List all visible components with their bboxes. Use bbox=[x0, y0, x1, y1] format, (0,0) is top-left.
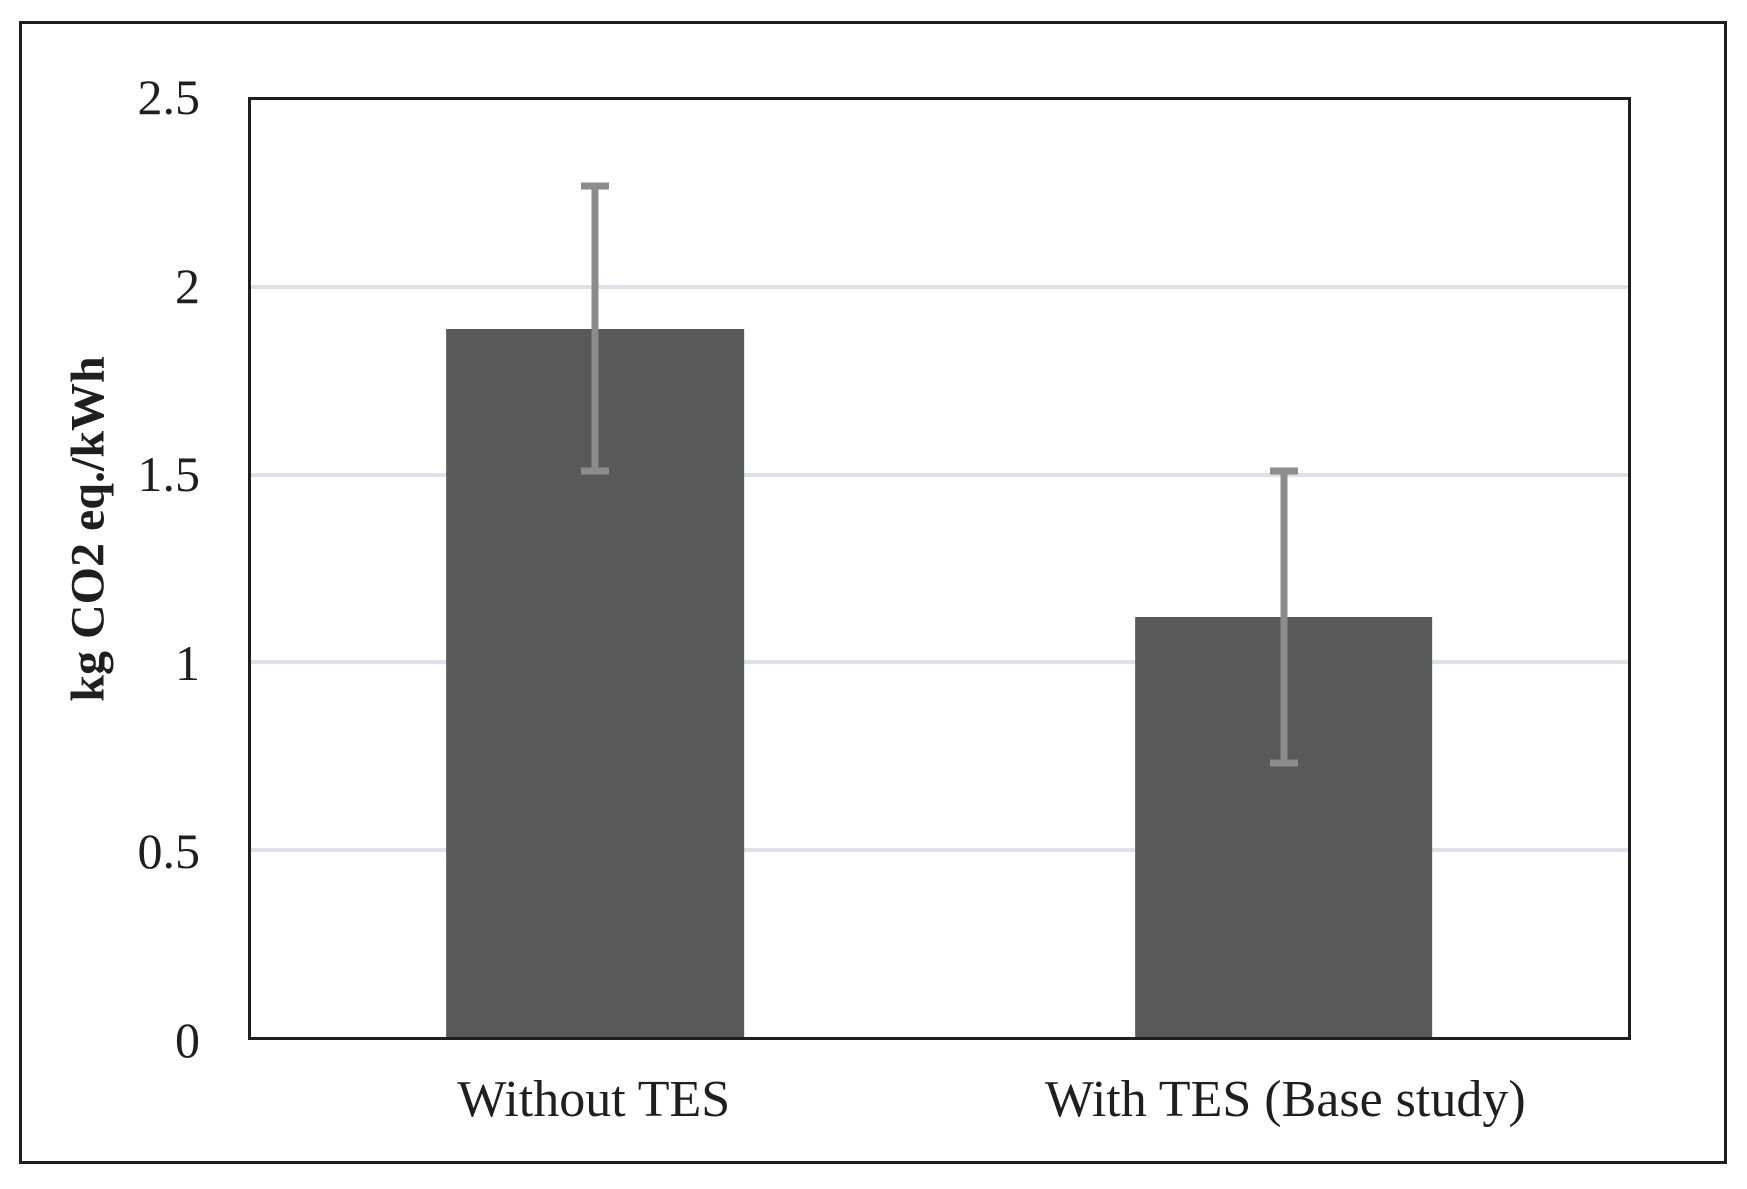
error-bar-line bbox=[591, 186, 599, 472]
gridline bbox=[251, 472, 1628, 477]
x-axis-labels: Without TES With TES (Base study) bbox=[248, 1040, 1631, 1160]
y-tick-label: 2 bbox=[175, 257, 200, 314]
y-tick-label: 0 bbox=[175, 1012, 200, 1068]
error-bar-cap-bottom bbox=[581, 467, 610, 475]
error-bar-cap-top bbox=[1269, 467, 1298, 475]
gridline bbox=[251, 285, 1628, 290]
error-bar-cap-top bbox=[581, 182, 610, 190]
x-category-label: Without TES bbox=[457, 1071, 731, 1128]
plot-area bbox=[248, 97, 1631, 1040]
y-tick-label: 0.5 bbox=[137, 823, 201, 880]
y-tick-label: 1.5 bbox=[137, 446, 201, 503]
gridline bbox=[251, 660, 1628, 665]
y-tick-label: 2.5 bbox=[137, 69, 201, 125]
y-axis-ticks: 0 0.5 1 1.5 2 2.5 bbox=[22, 72, 201, 1065]
y-tick-label: 1 bbox=[175, 634, 200, 691]
gridline bbox=[251, 847, 1628, 852]
chart-figure: kg CO2 eq./kWh 0 0.5 1 1.5 2 2.5 Without TES W… bbox=[19, 21, 1727, 1164]
error-bar-line bbox=[1280, 471, 1288, 764]
error-bar-cap-bottom bbox=[1269, 759, 1298, 767]
x-category-label: With TES (Base study) bbox=[1044, 1071, 1526, 1128]
